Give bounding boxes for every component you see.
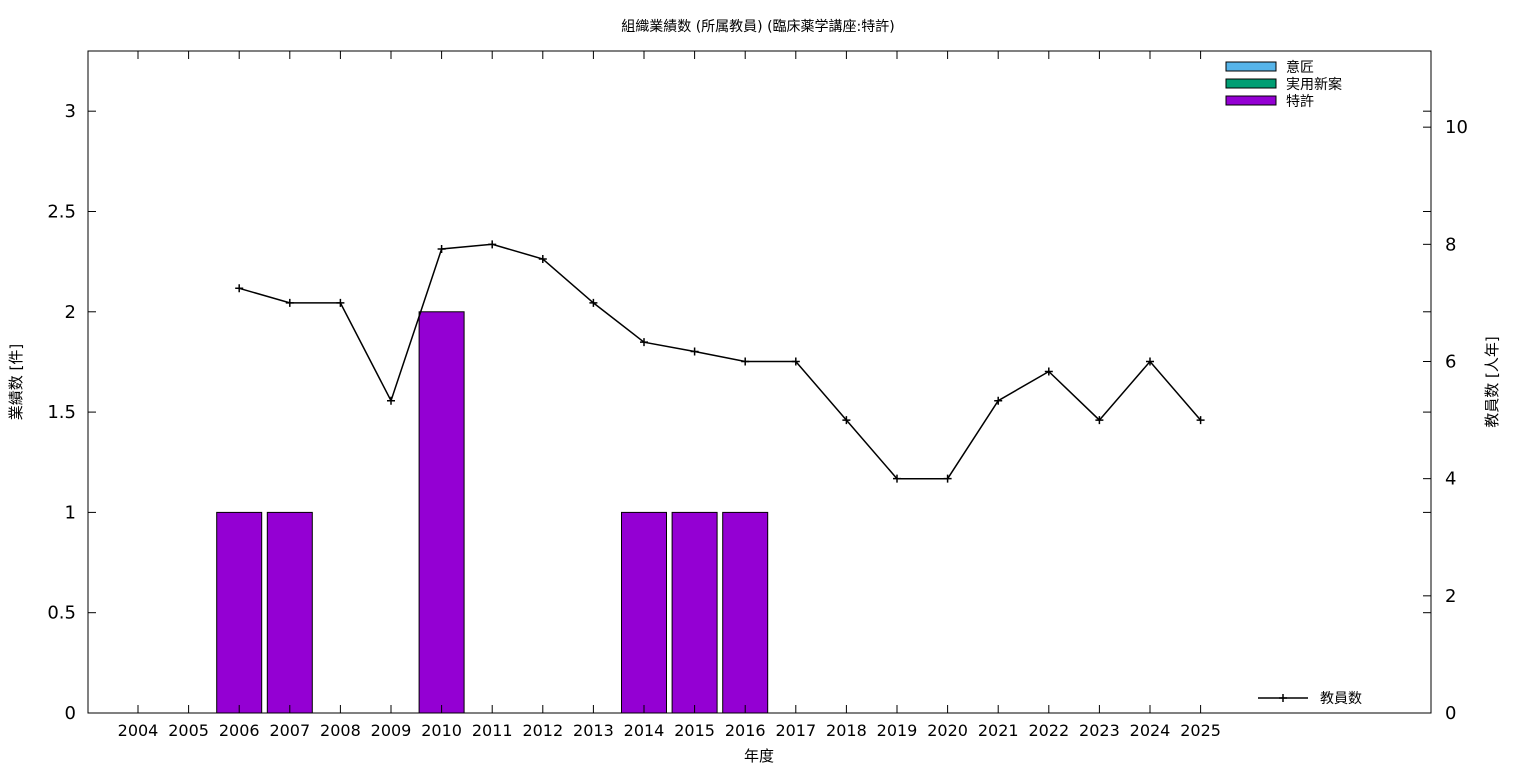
faculty-point: [488, 240, 497, 249]
faculty-point: [235, 284, 244, 293]
faculty-point: [1044, 367, 1053, 376]
x-tick-label: 2022: [1028, 721, 1069, 740]
x-tick-label: 2007: [269, 721, 310, 740]
faculty-point: [1196, 416, 1205, 425]
y2-tick-label: 8: [1445, 234, 1456, 255]
x-axis: 2004 2005 2006 2007 2008 2009 2010 2011 2012 2013…: [118, 51, 1221, 740]
y-tick-label: 3: [65, 101, 76, 122]
y2-tick-label: 0: [1445, 703, 1456, 724]
legend-marker-faculty: [1279, 694, 1287, 702]
faculty-point: [589, 298, 598, 307]
faculty-point: [690, 347, 699, 356]
faculty-line: [238, 243, 1202, 480]
bar-2007: [266, 511, 313, 714]
faculty-point: [741, 357, 750, 366]
x-tick-label: 2024: [1130, 721, 1171, 740]
x-tick-label: 2017: [775, 721, 816, 740]
x-tick-label: 2012: [522, 721, 563, 740]
faculty-point: [387, 396, 395, 405]
x-tick-label: 2005: [168, 721, 209, 740]
x-tick-label: 2021: [978, 721, 1019, 740]
x-tick-label: 2009: [371, 721, 412, 740]
y-axis-right: 0 2 4 6 8 10: [1423, 117, 1468, 724]
bar-2015: [671, 511, 718, 714]
bar-2006: [216, 511, 263, 714]
faculty-point: [538, 254, 547, 263]
faculty-point: [943, 474, 952, 483]
y-tick-label: 1: [65, 502, 76, 523]
faculty-point: [285, 298, 294, 307]
legend-label-design: 意匠: [1286, 59, 1314, 76]
faculty-point: [336, 298, 345, 307]
faculty-point: [1146, 357, 1154, 366]
x-tick-label: 2023: [1079, 721, 1120, 740]
x-tick-label: 2004: [118, 721, 159, 740]
y-tick-label: 1.5: [47, 402, 76, 423]
y2-axis-label: 教員数 [人年]: [1483, 336, 1501, 427]
faculty-point: [640, 338, 648, 347]
line-layer: [235, 240, 1205, 483]
faculty-point: [893, 474, 901, 483]
x-tick-label: 2018: [826, 721, 867, 740]
x-tick-label: 2010: [421, 721, 462, 740]
x-tick-label: 2019: [877, 721, 918, 740]
faculty-point: [791, 357, 800, 366]
x-tick-label: 2013: [573, 721, 614, 740]
y2-tick-label: 6: [1445, 351, 1456, 372]
bar-2016: [722, 511, 769, 714]
x-axis-label: 年度: [744, 747, 774, 765]
legend: 意匠 実用新案 特許 教員数: [1225, 59, 1362, 707]
x-tick-label: 2020: [927, 721, 968, 740]
faculty-point: [842, 416, 851, 425]
x-tick-label: 2011: [472, 721, 513, 740]
y2-tick-label: 4: [1445, 469, 1456, 490]
legend-label-utility-model: 実用新案: [1286, 76, 1342, 93]
y2-tick-label: 10: [1445, 117, 1468, 138]
legend-swatch-design: [1225, 61, 1277, 72]
x-tick-label: 2014: [624, 721, 665, 740]
x-tick-label: 2016: [725, 721, 766, 740]
bars-layer: [216, 311, 769, 714]
bar-2014: [621, 511, 667, 714]
faculty-point: [1095, 416, 1104, 425]
legend-swatch-patent: [1225, 95, 1277, 106]
y-axis-label: 業績数 [件]: [7, 344, 25, 420]
legend-label-faculty: 教員数: [1320, 691, 1362, 707]
y-tick-label: 0: [65, 703, 76, 724]
faculty-point: [437, 245, 446, 254]
faculty-point: [994, 396, 1003, 405]
plot-frame: [87, 50, 1432, 714]
x-tick-label: 2025: [1180, 721, 1221, 740]
x-tick-label: 2008: [320, 721, 361, 740]
y2-tick-label: 2: [1445, 586, 1456, 607]
y-tick-label: 2.5: [47, 201, 76, 222]
y-tick-label: 0.5: [47, 603, 76, 624]
y-tick-label: 2: [65, 302, 76, 323]
chart-title: 組織業績数 (所属教員) (臨床薬学講座:特許): [621, 19, 894, 35]
bar-2010: [418, 311, 465, 714]
legend-label-patent: 特許: [1286, 94, 1314, 110]
x-tick-label: 2015: [674, 721, 715, 740]
x-tick-label: 2006: [219, 721, 260, 740]
legend-swatch-utility-model: [1225, 78, 1277, 89]
